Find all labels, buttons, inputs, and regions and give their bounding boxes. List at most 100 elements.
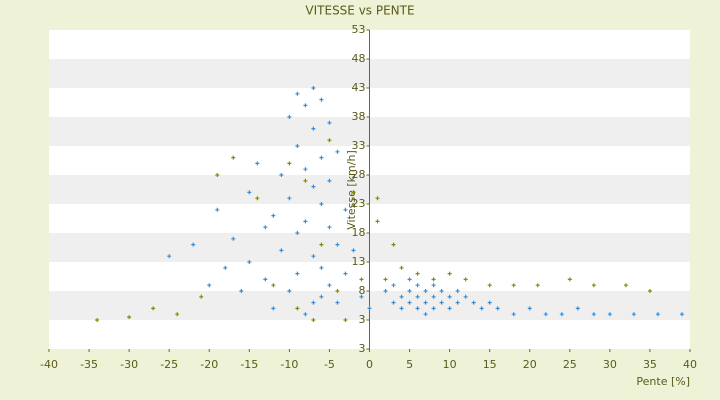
point xyxy=(591,283,596,288)
point xyxy=(295,231,300,235)
point xyxy=(303,103,308,108)
point xyxy=(319,294,324,299)
point xyxy=(287,289,292,293)
point xyxy=(463,294,468,299)
x-tick-label: 35 xyxy=(643,358,657,371)
point xyxy=(407,289,412,293)
point xyxy=(591,312,596,317)
point xyxy=(383,277,388,282)
point xyxy=(487,300,492,305)
point xyxy=(303,167,308,172)
point xyxy=(175,312,180,317)
point xyxy=(255,196,260,201)
point xyxy=(295,271,300,276)
point xyxy=(647,289,652,293)
point xyxy=(303,312,308,317)
point xyxy=(95,318,100,322)
point xyxy=(487,283,492,288)
point xyxy=(559,312,564,317)
point xyxy=(263,277,268,282)
point xyxy=(439,289,444,293)
point xyxy=(287,161,292,166)
point xyxy=(415,271,420,276)
point xyxy=(311,318,316,322)
x-tick-label: 20 xyxy=(523,358,537,371)
point xyxy=(447,271,452,276)
point xyxy=(543,312,548,317)
point xyxy=(399,294,404,299)
point xyxy=(319,97,324,102)
x-tick-label: 15 xyxy=(483,358,497,371)
point xyxy=(431,277,436,282)
point xyxy=(279,173,284,177)
x-axis-title: Pente [%] xyxy=(636,375,690,388)
y-tick-label: 13 xyxy=(352,255,366,268)
point xyxy=(327,283,332,288)
point xyxy=(431,283,436,288)
x-tick-label: -40 xyxy=(40,358,58,371)
point xyxy=(215,207,220,212)
point xyxy=(655,312,660,317)
point xyxy=(375,219,380,224)
point xyxy=(287,196,292,201)
x-tick-label: -10 xyxy=(280,358,298,371)
point xyxy=(375,196,380,201)
y-tick-label: 8 xyxy=(359,284,366,297)
point xyxy=(335,149,340,154)
point xyxy=(271,306,276,311)
point xyxy=(271,283,276,288)
point xyxy=(231,155,236,160)
point xyxy=(391,283,396,288)
y-tick-label: 38 xyxy=(352,110,366,123)
point xyxy=(415,294,420,299)
point xyxy=(511,283,516,288)
point xyxy=(295,144,300,148)
point xyxy=(447,306,452,311)
point xyxy=(479,306,484,311)
point xyxy=(351,190,356,195)
x-tick-label: 5 xyxy=(406,358,413,371)
point xyxy=(215,173,220,177)
point xyxy=(191,242,196,247)
point xyxy=(679,312,684,317)
point xyxy=(303,219,308,224)
y-tick-label: 53 xyxy=(352,23,366,36)
point xyxy=(439,300,444,305)
point xyxy=(367,306,372,311)
point xyxy=(495,306,500,311)
point xyxy=(279,248,284,253)
y-tick-label: 33 xyxy=(352,139,366,152)
point xyxy=(511,312,516,317)
point xyxy=(607,312,612,317)
point xyxy=(319,155,324,160)
point xyxy=(151,306,156,311)
point xyxy=(327,225,332,230)
point xyxy=(415,306,420,311)
x-tick-label: 25 xyxy=(563,358,577,371)
point xyxy=(471,300,476,305)
y-tick-label: 43 xyxy=(352,81,366,94)
point xyxy=(311,126,316,131)
y-tick-label: 18 xyxy=(352,226,366,239)
point xyxy=(239,289,244,293)
point xyxy=(295,306,300,311)
point xyxy=(391,300,396,305)
y-tick-label: 28 xyxy=(352,168,366,181)
x-tick-label: 10 xyxy=(443,358,457,371)
y-tick-label: 23 xyxy=(352,197,366,210)
point xyxy=(535,283,540,288)
point xyxy=(431,294,436,299)
point xyxy=(359,294,364,299)
point xyxy=(271,213,276,218)
x-tick-label: 40 xyxy=(683,358,697,371)
point xyxy=(327,178,332,183)
point xyxy=(423,312,428,317)
point xyxy=(247,260,252,264)
point xyxy=(167,254,172,259)
point xyxy=(327,138,332,143)
point xyxy=(399,265,404,270)
point xyxy=(343,207,348,212)
point xyxy=(335,242,340,247)
point xyxy=(319,265,324,270)
